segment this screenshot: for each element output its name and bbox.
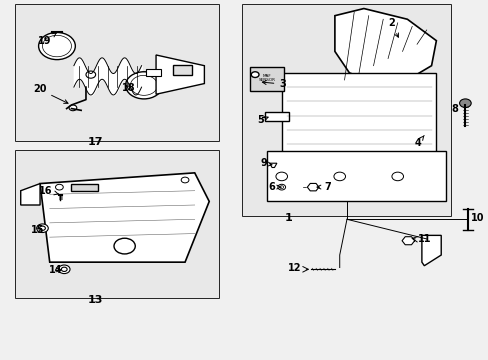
Text: 5: 5 xyxy=(257,115,267,125)
Circle shape xyxy=(459,99,470,108)
Circle shape xyxy=(37,224,48,233)
Polygon shape xyxy=(401,237,414,245)
Circle shape xyxy=(56,184,63,190)
Bar xyxy=(16,5,219,141)
Bar xyxy=(71,184,98,191)
Circle shape xyxy=(125,72,162,99)
Text: 18: 18 xyxy=(122,83,136,93)
Circle shape xyxy=(181,177,188,183)
Polygon shape xyxy=(20,184,40,205)
Text: 16: 16 xyxy=(39,185,58,195)
Text: 17: 17 xyxy=(88,137,103,147)
Polygon shape xyxy=(156,55,204,94)
Circle shape xyxy=(333,172,345,181)
Bar xyxy=(16,152,219,298)
Text: 4: 4 xyxy=(414,135,423,148)
Text: 2: 2 xyxy=(387,18,398,37)
Text: MAF
SENSOR: MAF SENSOR xyxy=(258,74,275,82)
Circle shape xyxy=(40,226,45,230)
Polygon shape xyxy=(421,235,440,266)
Bar xyxy=(243,5,450,216)
Text: 20: 20 xyxy=(33,85,68,103)
Text: 12: 12 xyxy=(287,262,301,273)
Circle shape xyxy=(58,265,70,274)
Text: 6: 6 xyxy=(268,182,281,192)
Bar xyxy=(16,5,219,141)
Text: 8: 8 xyxy=(450,104,457,113)
Circle shape xyxy=(277,184,285,190)
Bar xyxy=(16,152,219,298)
Text: 11: 11 xyxy=(417,234,430,244)
Polygon shape xyxy=(40,173,209,262)
Bar xyxy=(173,64,192,75)
Text: 9: 9 xyxy=(261,158,271,168)
Text: 10: 10 xyxy=(470,212,484,222)
Circle shape xyxy=(42,35,71,57)
Circle shape xyxy=(69,105,77,111)
Circle shape xyxy=(114,238,135,254)
Polygon shape xyxy=(334,9,435,84)
Text: 15: 15 xyxy=(31,225,45,235)
Circle shape xyxy=(130,75,157,95)
Bar xyxy=(250,67,284,91)
Polygon shape xyxy=(269,163,276,167)
Bar xyxy=(243,5,450,216)
Circle shape xyxy=(39,32,75,60)
Circle shape xyxy=(86,71,96,78)
Text: 14: 14 xyxy=(49,265,62,275)
Circle shape xyxy=(275,172,287,181)
Polygon shape xyxy=(266,152,445,202)
Text: 19: 19 xyxy=(38,33,56,46)
Bar xyxy=(264,112,288,121)
Text: 1: 1 xyxy=(285,212,292,222)
Circle shape xyxy=(61,267,67,271)
Circle shape xyxy=(251,72,259,77)
Circle shape xyxy=(279,186,283,189)
Polygon shape xyxy=(281,73,435,158)
Polygon shape xyxy=(307,184,318,191)
Text: 7: 7 xyxy=(316,182,330,192)
Circle shape xyxy=(391,172,403,181)
Text: 3: 3 xyxy=(262,79,285,89)
Text: 13: 13 xyxy=(88,296,103,305)
Polygon shape xyxy=(146,69,161,76)
